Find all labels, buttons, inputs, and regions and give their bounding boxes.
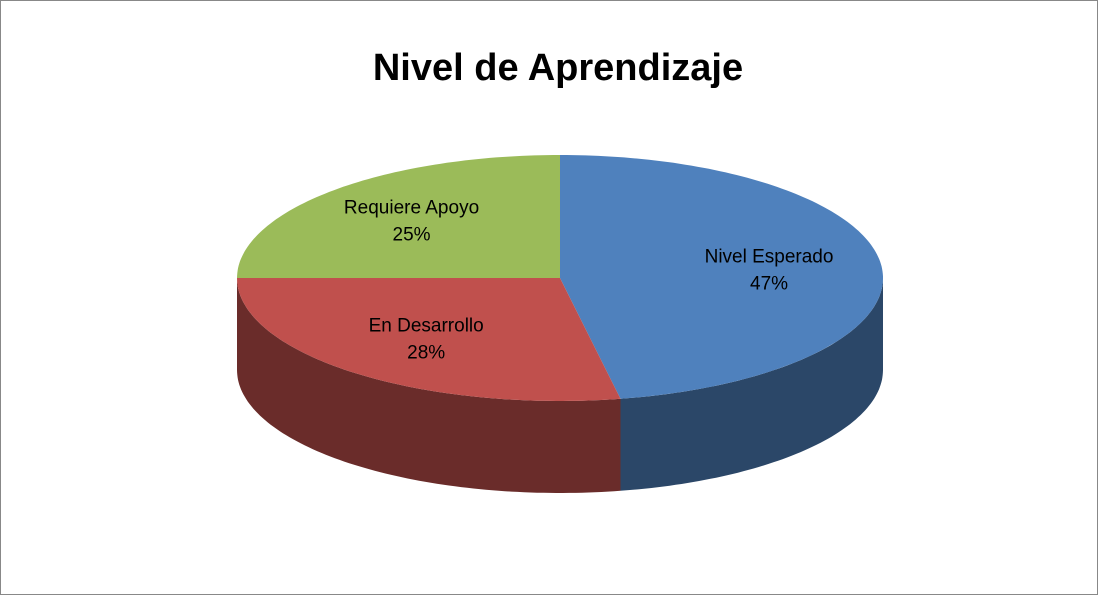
slice-value-label: 25% [393,224,431,245]
slice-label: Nivel Esperado [705,246,834,267]
slice [237,155,560,278]
slice [237,278,621,401]
slice-label: Requiere Apoyo [344,197,479,218]
slice-value-label: 28% [407,343,445,364]
slice-side [237,278,621,493]
slice-value-label: 47% [750,273,788,294]
slice [560,155,883,399]
chart-title: Nivel de Aprendizaje [373,47,743,89]
slice-side [620,278,883,491]
slice-label: En Desarrollo [369,316,484,337]
